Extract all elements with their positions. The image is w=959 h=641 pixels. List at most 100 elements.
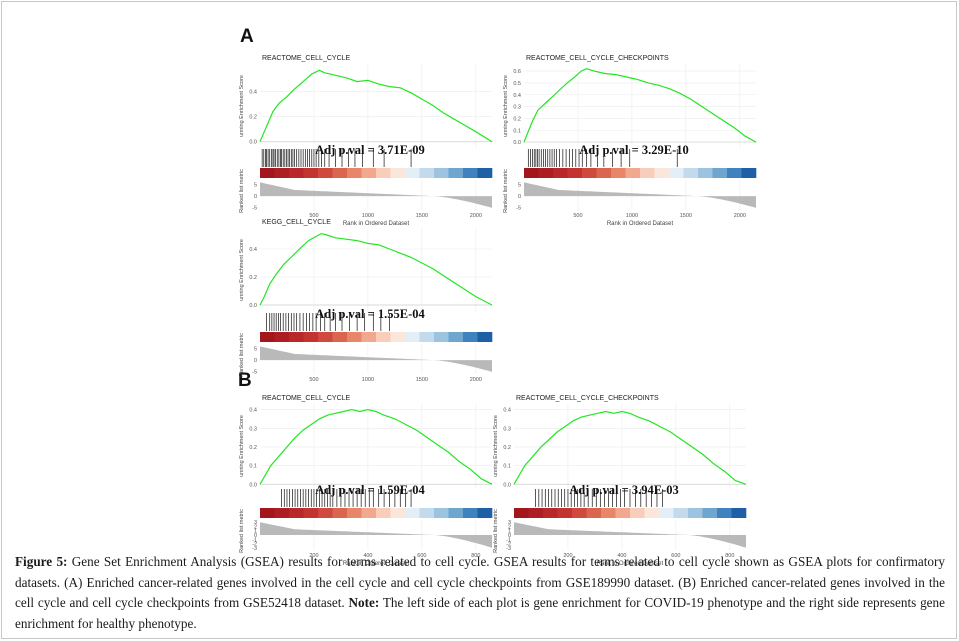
enrichment-score-line — [259, 232, 493, 306]
rank-color-segment — [274, 332, 290, 342]
rank-color-segment — [448, 168, 464, 178]
es-panel — [260, 64, 492, 148]
y-tick-label: 0.5 — [513, 81, 521, 87]
rank-color-segment — [405, 332, 420, 342]
x-axis-label: Rank in Ordered Dataset — [597, 561, 664, 567]
y-tick-label: 0.0 — [249, 140, 257, 146]
x-tick-label: 500 — [309, 213, 318, 219]
es-panel — [514, 404, 746, 488]
rank-color-segment — [688, 508, 703, 518]
x-axis-label: Rank in Ordered Dataset — [607, 221, 674, 227]
metric-tick-label: 3 — [508, 520, 511, 526]
es-panel — [260, 404, 492, 488]
x-tick-label: 1500 — [416, 213, 428, 219]
rank-color-segment — [625, 168, 641, 178]
rank-color-segment — [347, 332, 362, 342]
y-axis-label-es: unning Enrichment Score — [239, 75, 245, 137]
x-tick-label: 1000 — [626, 213, 638, 219]
adj-pval-annotation: Adj p.val = 3.94E-03 — [569, 483, 679, 497]
rank-color-segment — [376, 332, 391, 342]
rank-color-segment — [318, 332, 333, 342]
rank-color-segment — [434, 332, 449, 342]
gsea-svg: 0.0 0.1 0.2 0.3 0.4 REACTOME_CELL_CYCLEunning… — [239, 395, 493, 567]
rank-color-segment — [731, 508, 747, 518]
enrichment-score-line — [513, 410, 747, 485]
rank-color-segment — [567, 168, 583, 178]
x-axis-label: Rank in Ordered Dataset — [343, 561, 410, 567]
rank-color-segment — [419, 508, 435, 518]
figure-area: A B 0.0 0.2 0.4 REACTOME_CELL_CYCLE unning E… — [230, 22, 768, 567]
metric-tick-label: 5 — [254, 347, 257, 353]
x-tick-label: 2000 — [470, 377, 482, 383]
rank-color-segment — [741, 168, 757, 178]
rank-color-segment — [514, 508, 529, 518]
x-tick-label: 1000 — [362, 377, 374, 383]
rank-color-segment — [596, 168, 612, 178]
x-tick-label: 600 — [417, 553, 426, 559]
y-tick-label: 0.2 — [249, 275, 257, 281]
metric-tick-label: 0 — [518, 194, 521, 200]
rank-color-segment — [390, 508, 406, 518]
plot-title: REACTOME_CELL_CYCLE — [262, 395, 351, 402]
rank-color-segment — [361, 168, 377, 178]
metric-tick-label: -1 — [506, 537, 511, 543]
rank-color-segment — [332, 508, 348, 518]
metric-tick-label: -5 — [516, 206, 521, 212]
rank-color-segment — [390, 168, 406, 178]
rank-color-segment — [477, 168, 493, 178]
rank-color-segment — [630, 508, 645, 518]
x-tick-label: 600 — [671, 553, 680, 559]
rank-color-segment — [260, 168, 275, 178]
x-tick-label: 1000 — [362, 213, 374, 219]
enrichment-score-line — [523, 68, 757, 143]
x-tick-label: 2000 — [734, 213, 746, 219]
rank-color-segment — [683, 168, 699, 178]
metric-tick-label: 1 — [254, 529, 257, 535]
rank-color-segment — [644, 508, 660, 518]
y-tick-label: 0.0 — [249, 482, 257, 488]
gsea-plot-a-reactome-cell-cycle: 0.0 0.2 0.4 REACTOME_CELL_CYCLE unning Enric… — [238, 50, 500, 228]
caption-note-text: The left side of each plot is gene enric… — [15, 595, 945, 631]
rank-color-segment — [543, 508, 558, 518]
y-axis-label-es: unning Enrichment Score — [239, 415, 245, 477]
rank-color-segment — [448, 332, 464, 342]
y-tick-label: 0.2 — [249, 115, 257, 121]
rank-color-segment — [274, 168, 290, 178]
rank-color-segment — [376, 168, 391, 178]
gsea-plot-b-reactome-checkpoints: 0.0 0.1 0.2 0.3 0.4 REACTOME_CELL_CYCLE_CHECK… — [492, 390, 754, 568]
y-axis-label-metric: Ranked list metric — [239, 509, 245, 553]
rank-color-segment — [434, 168, 449, 178]
rank-color-segment — [274, 508, 290, 518]
y-tick-label: 0.1 — [249, 464, 257, 470]
y-tick-label: 0.2 — [513, 116, 521, 122]
figure-caption: Figure 5: Gene Set Enrichment Analysis (… — [15, 552, 945, 634]
y-axis-label-metric: Ranked list metric — [493, 509, 499, 553]
rank-color-segment — [303, 332, 319, 342]
rank-color-segment — [390, 332, 406, 342]
es-panel — [260, 228, 492, 312]
rank-color-segment — [538, 168, 554, 178]
y-tick-label: 0.4 — [513, 93, 521, 99]
rank-color-segment — [572, 508, 587, 518]
rank-color-segment — [419, 332, 435, 342]
metric-tick-label: 5 — [254, 183, 257, 189]
rank-color-segment — [260, 332, 275, 342]
ranked-metric-area — [260, 522, 492, 548]
plot-title: REACTOME_CELL_CYCLE_CHECKPOINTS — [516, 395, 659, 402]
adj-pval-annotation: Adj p.val = 3.71E-09 — [315, 143, 425, 157]
rank-color-segment — [654, 168, 670, 178]
y-tick-label: 0.0 — [513, 140, 521, 146]
rank-color-segment — [524, 168, 539, 178]
y-axis-label-es: unning Enrichment Score — [503, 75, 509, 137]
plot-title: REACTOME_CELL_CYCLE_CHECKPOINTS — [526, 55, 669, 62]
adj-pval-annotation: Adj p.val = 1.59E-04 — [315, 483, 425, 497]
y-tick-label: 0.4 — [503, 408, 511, 414]
metric-tick-label: 2 — [508, 524, 511, 530]
ranked-metric-area — [260, 346, 492, 372]
y-tick-label: 0.1 — [503, 464, 511, 470]
y-tick-label: 0.4 — [249, 408, 257, 414]
rank-color-segment — [260, 508, 275, 518]
y-tick-label: 0.1 — [513, 128, 521, 134]
ranked-metric-area — [524, 182, 756, 208]
